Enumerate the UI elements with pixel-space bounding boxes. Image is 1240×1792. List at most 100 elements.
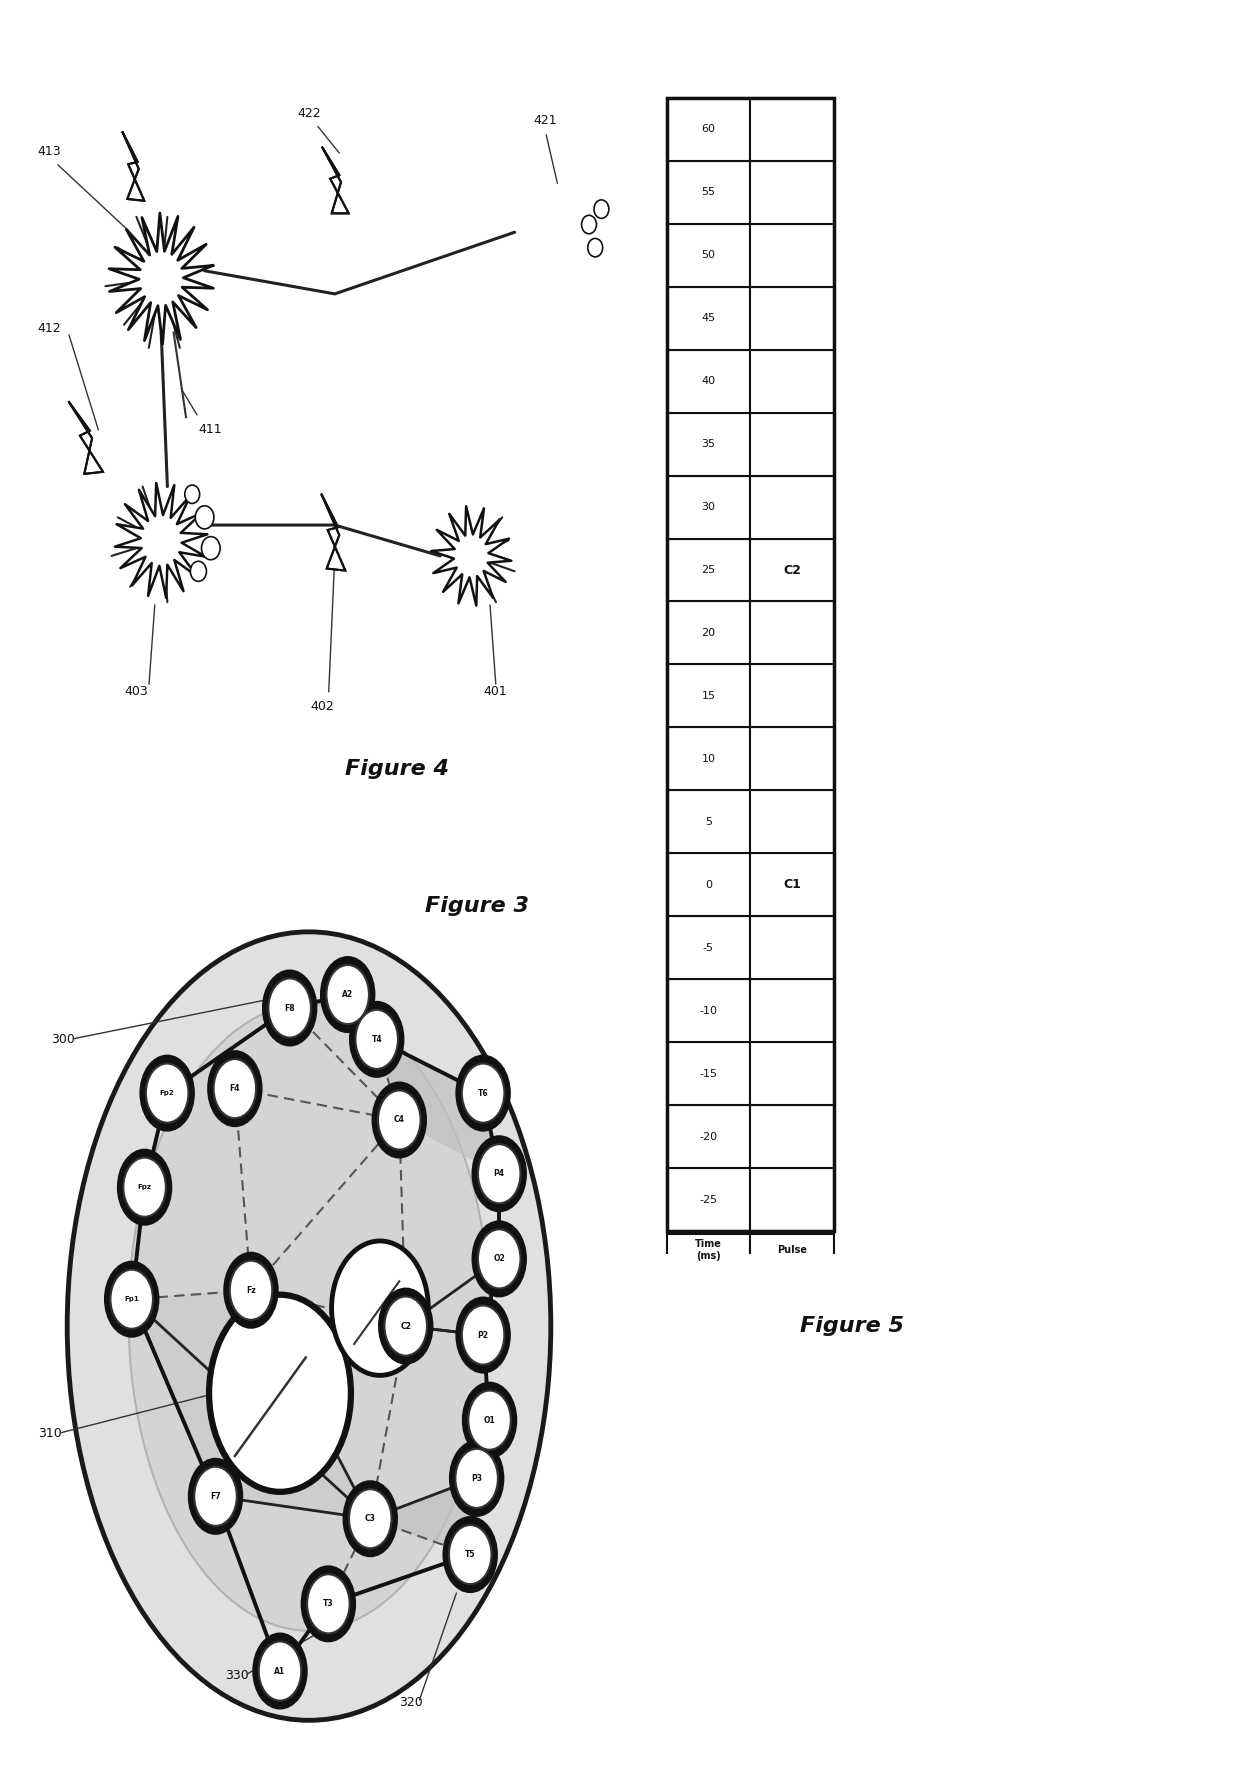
- Bar: [667, 287, 750, 349]
- Circle shape: [326, 964, 370, 1025]
- Bar: [750, 916, 835, 978]
- Bar: [750, 99, 835, 161]
- Text: 35: 35: [702, 439, 715, 450]
- Bar: [667, 790, 750, 853]
- Text: 300: 300: [51, 1032, 74, 1047]
- Bar: [750, 978, 835, 1043]
- Bar: [667, 1043, 750, 1106]
- Circle shape: [455, 1448, 498, 1509]
- Polygon shape: [322, 147, 348, 213]
- Bar: [750, 665, 835, 728]
- Bar: [667, 1168, 750, 1231]
- Ellipse shape: [129, 1004, 490, 1631]
- Circle shape: [207, 1050, 263, 1127]
- Text: Fpz: Fpz: [138, 1185, 151, 1190]
- Text: P4: P4: [494, 1168, 505, 1179]
- Text: Pulse: Pulse: [777, 1245, 807, 1254]
- Circle shape: [378, 1287, 434, 1366]
- Circle shape: [461, 1382, 517, 1459]
- Circle shape: [461, 1305, 505, 1366]
- Circle shape: [123, 1158, 166, 1217]
- Text: C4: C4: [394, 1115, 404, 1125]
- Circle shape: [146, 1063, 188, 1122]
- Polygon shape: [377, 1039, 500, 1174]
- Text: 320: 320: [399, 1695, 423, 1710]
- Text: T3: T3: [324, 1598, 334, 1609]
- Circle shape: [320, 957, 376, 1032]
- Circle shape: [443, 1516, 498, 1593]
- Bar: [750, 1168, 835, 1231]
- Bar: [667, 916, 750, 978]
- Text: A2: A2: [342, 989, 353, 1000]
- Ellipse shape: [67, 932, 551, 1720]
- Text: 60: 60: [702, 124, 715, 134]
- Circle shape: [187, 1459, 243, 1534]
- Bar: [750, 224, 835, 287]
- Circle shape: [384, 1297, 427, 1355]
- Bar: [750, 475, 835, 539]
- Circle shape: [223, 1251, 279, 1330]
- Text: F7: F7: [211, 1491, 221, 1502]
- Circle shape: [185, 486, 200, 504]
- Bar: [667, 161, 750, 224]
- Circle shape: [191, 561, 207, 581]
- Circle shape: [471, 1220, 527, 1297]
- Text: T6: T6: [477, 1088, 489, 1098]
- Text: P2: P2: [477, 1330, 489, 1340]
- Circle shape: [195, 1466, 237, 1525]
- Text: 10: 10: [702, 754, 715, 763]
- Circle shape: [477, 1229, 521, 1288]
- Circle shape: [582, 215, 596, 233]
- Text: 413: 413: [37, 145, 61, 158]
- Text: 411: 411: [198, 423, 222, 435]
- Text: P3: P3: [471, 1473, 482, 1484]
- Bar: [667, 224, 750, 287]
- Bar: [750, 1106, 835, 1168]
- Polygon shape: [131, 1290, 371, 1518]
- Text: 5: 5: [704, 817, 712, 826]
- Bar: [750, 1235, 835, 1265]
- Circle shape: [455, 1297, 511, 1373]
- Text: 45: 45: [702, 314, 715, 323]
- Text: A1: A1: [274, 1667, 285, 1676]
- Text: 421: 421: [533, 115, 557, 127]
- Circle shape: [348, 1000, 404, 1077]
- Circle shape: [196, 505, 215, 529]
- Circle shape: [139, 1054, 195, 1133]
- Bar: [750, 790, 835, 853]
- Circle shape: [588, 238, 603, 256]
- Bar: [750, 412, 835, 475]
- Circle shape: [213, 1059, 257, 1118]
- Text: -20: -20: [699, 1133, 718, 1142]
- Circle shape: [469, 1391, 511, 1450]
- Text: F8: F8: [284, 1004, 295, 1012]
- Bar: [750, 287, 835, 349]
- Text: 40: 40: [702, 376, 715, 385]
- Circle shape: [455, 1054, 511, 1133]
- Bar: [750, 1043, 835, 1106]
- Text: -5: -5: [703, 943, 714, 953]
- Bar: [667, 539, 750, 602]
- Circle shape: [348, 1489, 392, 1548]
- Bar: [750, 539, 835, 602]
- Circle shape: [594, 201, 609, 219]
- Text: 422: 422: [298, 108, 321, 120]
- Text: Figure 4: Figure 4: [345, 760, 449, 780]
- Text: Fz: Fz: [246, 1285, 255, 1296]
- Bar: [667, 412, 750, 475]
- Polygon shape: [432, 505, 511, 606]
- Circle shape: [252, 1633, 308, 1710]
- Text: 25: 25: [702, 564, 715, 575]
- Circle shape: [342, 1480, 398, 1557]
- Circle shape: [308, 1573, 350, 1634]
- Polygon shape: [123, 133, 144, 201]
- Bar: [750, 728, 835, 790]
- Circle shape: [356, 1009, 398, 1068]
- Text: -25: -25: [699, 1195, 718, 1204]
- Text: O1: O1: [484, 1416, 496, 1425]
- Text: -10: -10: [699, 1005, 718, 1016]
- Circle shape: [229, 1262, 273, 1319]
- Text: Time
(ms): Time (ms): [694, 1240, 722, 1262]
- Polygon shape: [115, 484, 207, 599]
- Circle shape: [449, 1441, 505, 1516]
